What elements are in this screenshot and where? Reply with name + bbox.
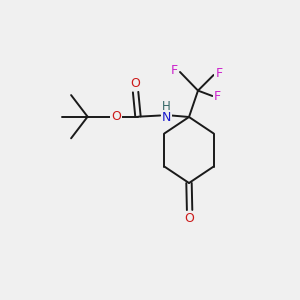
Text: H: H <box>162 100 171 113</box>
Text: N: N <box>161 111 171 124</box>
Text: O: O <box>185 212 194 225</box>
Text: F: F <box>215 67 223 80</box>
Text: O: O <box>112 110 121 123</box>
Text: O: O <box>131 77 140 90</box>
Text: F: F <box>170 64 178 77</box>
Text: F: F <box>214 89 221 103</box>
